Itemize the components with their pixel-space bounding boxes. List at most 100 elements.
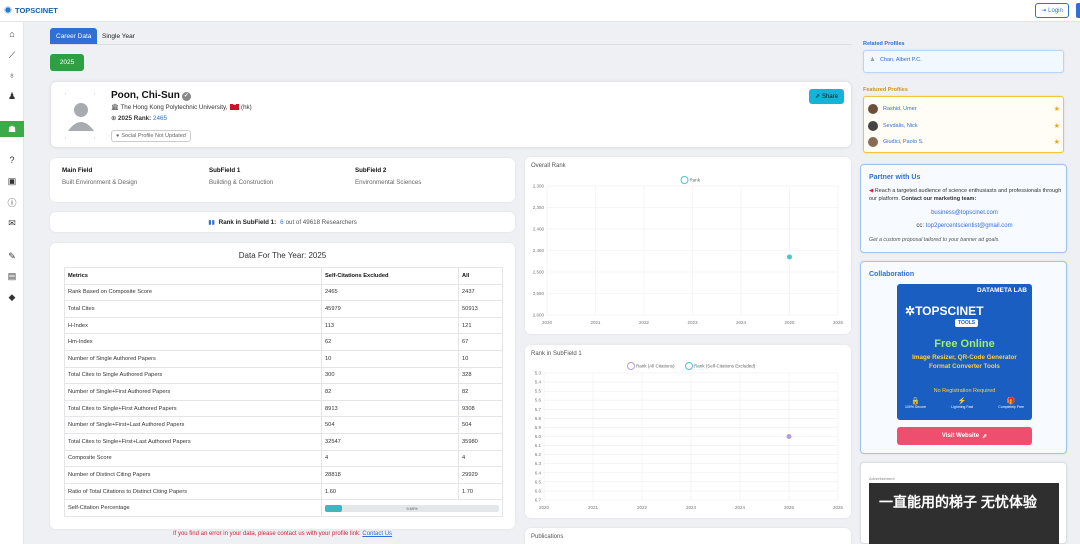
partner-cta: Contact our marketing team: [901, 195, 977, 202]
related-profile-item[interactable]: ♟ Chan, Albert P.C. [870, 57, 922, 63]
star-icon: ★ [1053, 122, 1060, 130]
data-tabs: Career Data Single Year [50, 28, 852, 45]
login-button[interactable]: ⇥ Login [1035, 3, 1069, 18]
cc-email: cc: top2percentscientist@gmail.com [861, 223, 1068, 229]
collaboration-title: Collaboration [869, 271, 915, 278]
question-icon[interactable]: ? [9, 155, 15, 165]
table-cell: 82 [458, 383, 503, 401]
profile-rank: ⊕ 2025 Rank: 2465 [111, 115, 167, 122]
subfield-rank-bar: ▮▮ Rank in SubField 1: 6 out of 49618 Rese… [50, 212, 515, 232]
banner-feature: ⚡ Lightning Fast [951, 397, 973, 409]
table-cell: Ratio of Total Citations to Distinct Cit… [64, 482, 322, 501]
banner-features: 🔒 100% Secure ⚡ Lightning Fast 🎁 Completely… [905, 397, 1024, 409]
ad-banner[interactable]: 一直能用的梯子 无忧体验 [869, 483, 1059, 544]
cc-email-link[interactable]: top2percentscientist@gmail.com [925, 223, 1013, 229]
country-code: (hk) [241, 104, 252, 111]
briefcase-icon[interactable]: ▤ [7, 270, 17, 281]
ad-label: Advertisement [869, 476, 895, 481]
chart-title: Overall Rank [531, 163, 566, 169]
banner-feature: 🔒 100% Secure [905, 397, 926, 409]
banner-logo: ✲TOPSCINET [905, 304, 984, 318]
banner-feature: 🎁 Completely Free [998, 397, 1024, 409]
business-email-link[interactable]: business@topscinet.com [931, 210, 998, 216]
table-cell: Total Cites to Single Authored Papers [64, 366, 322, 385]
y-tick-label: 5.4 [535, 380, 542, 385]
main-field-value: Built Environment & Design [62, 179, 138, 186]
users-icon[interactable]: ☗ [0, 121, 24, 137]
partner-title: Partner with Us [869, 174, 921, 181]
contact-us-link[interactable]: Contact Us [362, 531, 393, 537]
table-header: All [458, 267, 503, 285]
x-tick-label: 2023 [686, 505, 697, 510]
publications-card: Publications [525, 528, 851, 544]
image-icon[interactable]: ▣ [7, 175, 17, 186]
table-cell: 50913 [458, 300, 503, 318]
svg-text:‹: ‹ [65, 135, 67, 139]
menu-button-edge[interactable] [1076, 3, 1080, 18]
chart-icon[interactable]: ⟋ [8, 49, 16, 60]
site-logo[interactable]: TOPSCINET [3, 5, 58, 15]
featured-profile-item[interactable]: Giudici, Paolo S. ★ [868, 134, 1060, 149]
wrench-icon[interactable]: ✎ [8, 250, 16, 261]
tab-single-year[interactable]: Single Year [102, 32, 135, 40]
y-tick-label: 5.9 [535, 425, 542, 430]
table-row: Composite Score 4 4 [64, 449, 503, 468]
y-tick-label: 6.7 [535, 498, 542, 503]
avatar [868, 120, 878, 131]
info-icon[interactable]: ⓘ [7, 197, 17, 208]
related-profile-name: Chan, Albert P.C. [879, 57, 922, 63]
x-tick-label: 2025 [784, 320, 795, 325]
table-cell: 504 [321, 416, 459, 434]
banner-free-online: Free Online [934, 338, 995, 350]
svg-text:›: › [94, 91, 96, 96]
y-tick-label: 2,600 [533, 313, 545, 318]
y-tick-label: 2,550 [533, 291, 545, 296]
award-icon[interactable]: ♁ [8, 70, 16, 80]
tag-icon[interactable]: ◆ [8, 291, 16, 302]
subfield-1-value: Building & Construction [209, 179, 274, 186]
table-cell: 67 [458, 333, 503, 351]
visit-website-button[interactable]: Visit Website ⇗ [897, 427, 1032, 445]
bolt-icon: ⚡ [957, 398, 967, 405]
data-point [787, 254, 792, 260]
table-header: Self-Citations Excluded [321, 267, 459, 285]
table-cell: 9308 [458, 399, 503, 418]
related-profiles-title: Related Profiles [863, 41, 905, 47]
featured-profile-item[interactable]: Sevdalis, Nick ★ [868, 118, 1060, 133]
related-profiles: ♟ Chan, Albert P.C. [863, 50, 1064, 73]
tab-career-data[interactable]: Career Data [50, 28, 98, 44]
featured-profile-item[interactable]: Rashid, Umer ★ [868, 101, 1060, 116]
subfield-rank-value[interactable]: 6 [280, 218, 284, 226]
collaboration-banner[interactable]: DATAMETA LAB ✲TOPSCINET TOOLS Free Onlin… [897, 284, 1032, 420]
year-button[interactable]: 2025 [50, 54, 84, 71]
logo-icon [3, 5, 13, 15]
table-cell: Number of Single+First Authored Papers [64, 383, 322, 401]
institution-icon: 🏛 [111, 104, 119, 111]
progress-text: 9.69% [406, 505, 418, 511]
mail-icon[interactable]: ✉ [8, 217, 16, 228]
x-tick-label: 2025 [784, 505, 795, 510]
logo-text: TOPSCINET [15, 5, 58, 15]
y-tick-label: 6.5 [535, 479, 542, 484]
table-row: Number of Distinct Citing Papers 28818 299… [64, 466, 503, 484]
subfield-rank-label: Rank in SubField 1: [218, 218, 277, 226]
metrics-table: Metrics Self-Citations Excluded All Rank… [64, 267, 503, 517]
rank-link[interactable]: 2465 [153, 115, 168, 122]
table-cell: 10 [321, 349, 459, 368]
table-cell: 4 [321, 449, 459, 468]
banner-subtitle: Image Resizer, QR-Code Generator Format C… [897, 354, 1032, 371]
featured-profiles-title: Featured Profiles [863, 87, 908, 93]
user-plus-icon[interactable]: ♟ [7, 90, 17, 101]
progress-fill [325, 504, 342, 512]
login-label: Login [1048, 7, 1063, 14]
table-cell: Total Cites to Single+First+Last Authore… [64, 432, 322, 451]
table-row: Total Cites to Single+First+Last Authore… [64, 432, 503, 451]
share-button[interactable]: ⇗ Share [809, 89, 844, 104]
legend-label: Rank (All Citations) [636, 364, 675, 369]
star-icon: ★ [1053, 105, 1060, 113]
data-table-title: Data For The Year: 2025 [238, 251, 327, 260]
table-row: H-Index 113 121 [64, 316, 503, 335]
partner-card: Partner with Us ◀ Reach a targeted audie… [860, 164, 1067, 253]
profile-card: ‹ › ‹ › Poon, Chi-Sun ✓ 🏛 The Hong Kong Pol… [50, 81, 852, 148]
home-icon[interactable]: ⌂ [9, 29, 15, 39]
